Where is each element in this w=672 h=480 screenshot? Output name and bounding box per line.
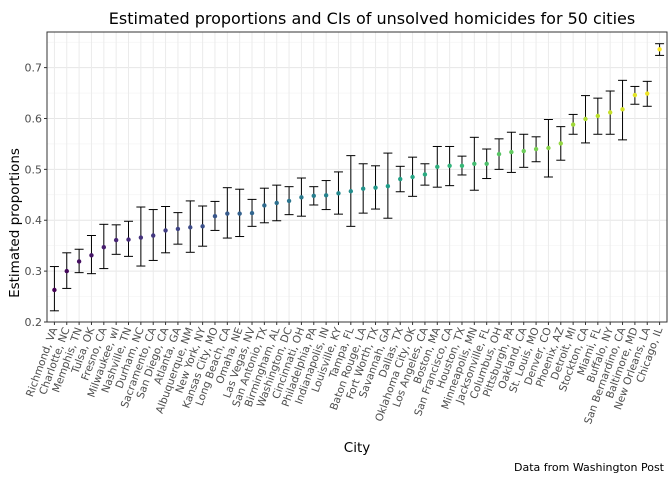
data-point xyxy=(348,189,354,194)
data-point xyxy=(126,237,131,242)
data-point xyxy=(188,225,193,230)
data-point xyxy=(175,226,181,232)
data-point xyxy=(484,161,489,166)
y-tick-label: 0.7 xyxy=(25,62,43,75)
data-point xyxy=(558,141,563,146)
data-point xyxy=(459,163,465,169)
data-point xyxy=(546,145,551,151)
plot-border xyxy=(46,31,668,323)
data-point xyxy=(645,91,650,96)
data-point xyxy=(249,210,255,216)
y-tick-label: 0.3 xyxy=(25,265,43,278)
data-point xyxy=(311,193,316,199)
data-point xyxy=(632,92,638,98)
chart-title: Estimated proportions and CIs of unsolve… xyxy=(109,9,635,28)
data-point xyxy=(163,228,168,233)
data-point xyxy=(89,253,94,258)
data-point xyxy=(151,233,156,238)
y-tick-label: 0.2 xyxy=(25,316,43,329)
data-point xyxy=(373,185,378,190)
data-point xyxy=(657,47,662,52)
data-point xyxy=(101,245,107,250)
data-point xyxy=(595,113,601,119)
data-point xyxy=(138,235,144,240)
data-point xyxy=(398,176,403,182)
data-point xyxy=(76,259,82,264)
data-point xyxy=(607,110,613,115)
data-point xyxy=(212,213,218,219)
data-point xyxy=(237,211,242,216)
y-axis-ticks: 0.2 0.3 0.4 0.5 0.6 0.7 xyxy=(25,62,47,329)
y-tick-label: 0.6 xyxy=(25,112,43,125)
y-tick-label: 0.4 xyxy=(25,214,43,227)
data-point xyxy=(274,200,279,206)
data-point xyxy=(521,148,526,154)
data-point xyxy=(385,183,391,189)
data-point xyxy=(435,164,440,170)
data-point xyxy=(533,146,539,152)
data-points xyxy=(52,47,662,293)
data-point xyxy=(472,161,477,166)
data-point xyxy=(422,172,428,177)
plot-panel xyxy=(47,32,667,322)
data-point xyxy=(225,211,230,216)
data-point xyxy=(64,268,69,274)
data-point xyxy=(620,107,625,112)
data-point xyxy=(200,224,205,229)
data-point xyxy=(509,149,514,155)
data-point xyxy=(570,122,576,127)
data-point xyxy=(447,163,452,169)
x-axis-title: City xyxy=(344,440,370,456)
data-point xyxy=(113,237,119,243)
data-point xyxy=(262,203,267,208)
data-point xyxy=(299,195,304,200)
data-point xyxy=(323,193,329,198)
data-point xyxy=(286,198,292,204)
data-point xyxy=(52,287,57,293)
data-point xyxy=(583,116,588,122)
data-point xyxy=(410,174,415,180)
data-point xyxy=(360,186,366,191)
data-point xyxy=(496,151,502,157)
y-tick-label: 0.5 xyxy=(25,163,43,176)
data-point xyxy=(336,191,341,196)
caption: Data from Washington Post xyxy=(514,461,665,474)
y-axis-title: Estimated proportions xyxy=(7,148,23,298)
